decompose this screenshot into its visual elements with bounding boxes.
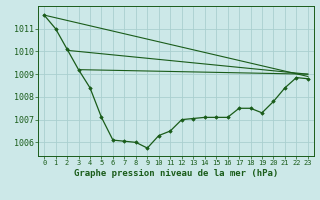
X-axis label: Graphe pression niveau de la mer (hPa): Graphe pression niveau de la mer (hPa): [74, 169, 278, 178]
